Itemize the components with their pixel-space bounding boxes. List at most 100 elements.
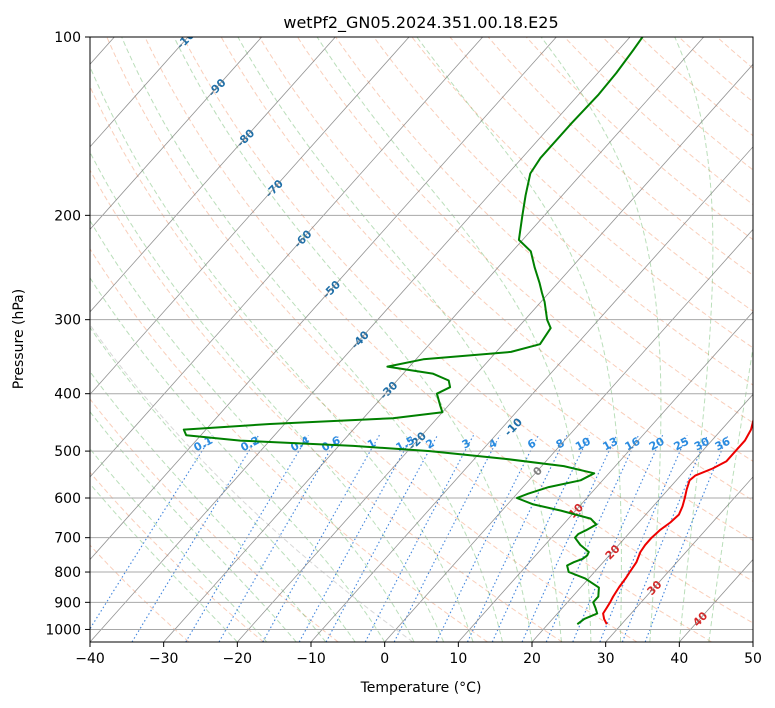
mixing-ratio-label: 13	[601, 435, 621, 454]
x-axis-title: Temperature (°C)	[360, 680, 482, 696]
moist-adiabat	[90, 410, 297, 642]
dry-adiabat	[90, 85, 638, 642]
dry-adiabat	[755, 37, 775, 642]
mixing-ratio-label: 3	[460, 436, 473, 451]
x-tick-label: −20	[223, 651, 253, 667]
plot-frame	[89, 36, 754, 643]
moist-adiabat	[316, 37, 592, 642]
y-axis-title: Pressure (hPa)	[11, 289, 27, 389]
x-tick-label: 0	[380, 651, 389, 667]
dry-adiabat	[297, 37, 753, 462]
isotherm-line	[752, 641, 753, 642]
isotherm-label: -10	[502, 415, 525, 438]
moist-adiabat	[90, 276, 386, 642]
mixing-ratio-label: 25	[672, 435, 692, 454]
dewpoint-line	[182, 37, 644, 625]
isotherm-line	[310, 146, 753, 642]
dry-adiabat	[258, 37, 753, 502]
mixing-ratio-label: 20	[647, 435, 667, 454]
dry-adiabat	[640, 37, 753, 137]
isotherm-line	[531, 393, 753, 642]
x-tick-label: −40	[75, 651, 105, 667]
temperature-line	[602, 417, 753, 625]
mixing-ratio-label: 10	[573, 435, 593, 454]
dry-adiabat	[525, 37, 753, 241]
dry-adiabat	[487, 37, 753, 276]
y-tick-label: 400	[54, 387, 81, 403]
mixing-ratio-line	[644, 434, 729, 642]
y-tick-label: 1000	[45, 622, 81, 638]
isotherm-line	[163, 37, 704, 642]
dry-adiabat	[564, 37, 753, 206]
y-axis: 100 200 300 400 500 600 700 800 900 1000	[45, 30, 90, 638]
isotherm-line	[90, 37, 262, 230]
y-tick-label: 100	[54, 30, 81, 46]
mixing-ratio-label: 6	[525, 436, 538, 451]
moist-adiabat	[121, 37, 503, 642]
grid-lines	[90, 37, 753, 642]
dry-adiabat	[144, 37, 753, 624]
x-axis: −40 −30 −20 −10 0 10 20 30 40 50	[75, 642, 762, 667]
isotherm-line	[384, 228, 753, 642]
x-tick-label: −10	[296, 651, 326, 667]
dry-adiabat	[90, 398, 339, 642]
moist-adiabat	[90, 483, 238, 642]
profile-series	[182, 37, 753, 625]
mixing-ratio-line	[262, 434, 380, 642]
isotherm-line	[90, 37, 189, 148]
moist-adiabat	[90, 326, 356, 642]
isotherm-line	[237, 63, 753, 642]
isotherm-line	[90, 37, 410, 396]
mixing-ratio-line	[218, 434, 340, 642]
chart-title: wetPf2_GN05.2024.351.00.18.E25	[283, 13, 558, 33]
moist-adiabat	[90, 151, 445, 642]
dry-adiabat	[411, 37, 753, 349]
background-lines	[90, 37, 775, 642]
isotherm-line	[679, 558, 753, 642]
isotherm-line	[90, 37, 631, 642]
y-tick-label: 500	[54, 444, 81, 460]
x-tick-label: 30	[597, 651, 615, 667]
x-tick-label: 10	[449, 651, 467, 667]
mixing-ratio-line	[393, 434, 501, 642]
dry-adiabat	[90, 544, 190, 642]
mixing-ratio-line	[599, 434, 688, 642]
dry-adiabat	[373, 37, 753, 386]
x-tick-label: 40	[670, 651, 688, 667]
moist-adiabat	[540, 37, 662, 642]
mixing-ratio-line	[435, 434, 539, 642]
mixing-ratio-line	[545, 434, 639, 642]
dry-adiabat	[90, 169, 563, 642]
y-tick-label: 900	[54, 595, 81, 611]
isotherm-line	[605, 476, 753, 642]
dry-adiabat	[716, 37, 753, 69]
isotherm-line	[90, 37, 483, 478]
dry-adiabat	[90, 471, 264, 642]
moist-adiabat	[416, 37, 622, 642]
mixing-ratio-label: 30	[692, 435, 712, 454]
moist-adiabat	[173, 37, 533, 642]
moist-adiabat	[90, 65, 474, 642]
mixing-ratio-label: 16	[623, 435, 643, 454]
x-tick-label: 50	[744, 651, 762, 667]
isotherm-line	[90, 37, 557, 561]
y-tick-label: 700	[54, 531, 81, 547]
dry-adiabat	[678, 37, 753, 103]
moist-adiabat	[90, 219, 415, 642]
dry-adiabat	[220, 37, 753, 542]
dry-adiabat	[106, 37, 712, 642]
mixing-ratio-line	[131, 434, 260, 642]
x-tick-label: 20	[523, 651, 541, 667]
mixing-ratio-line	[621, 434, 708, 642]
isotherm-line	[458, 311, 753, 642]
mixing-ratio-line	[185, 434, 309, 642]
mixing-ratio-line	[466, 434, 568, 642]
y-tick-label: 600	[54, 491, 81, 507]
isotherm-line	[90, 37, 336, 313]
dry-adiabat	[182, 37, 753, 582]
mixing-ratio-line	[572, 434, 664, 642]
y-tick-label: 200	[54, 208, 81, 224]
moist-adiabat	[237, 37, 562, 642]
mixing-ratio-line	[298, 434, 414, 642]
